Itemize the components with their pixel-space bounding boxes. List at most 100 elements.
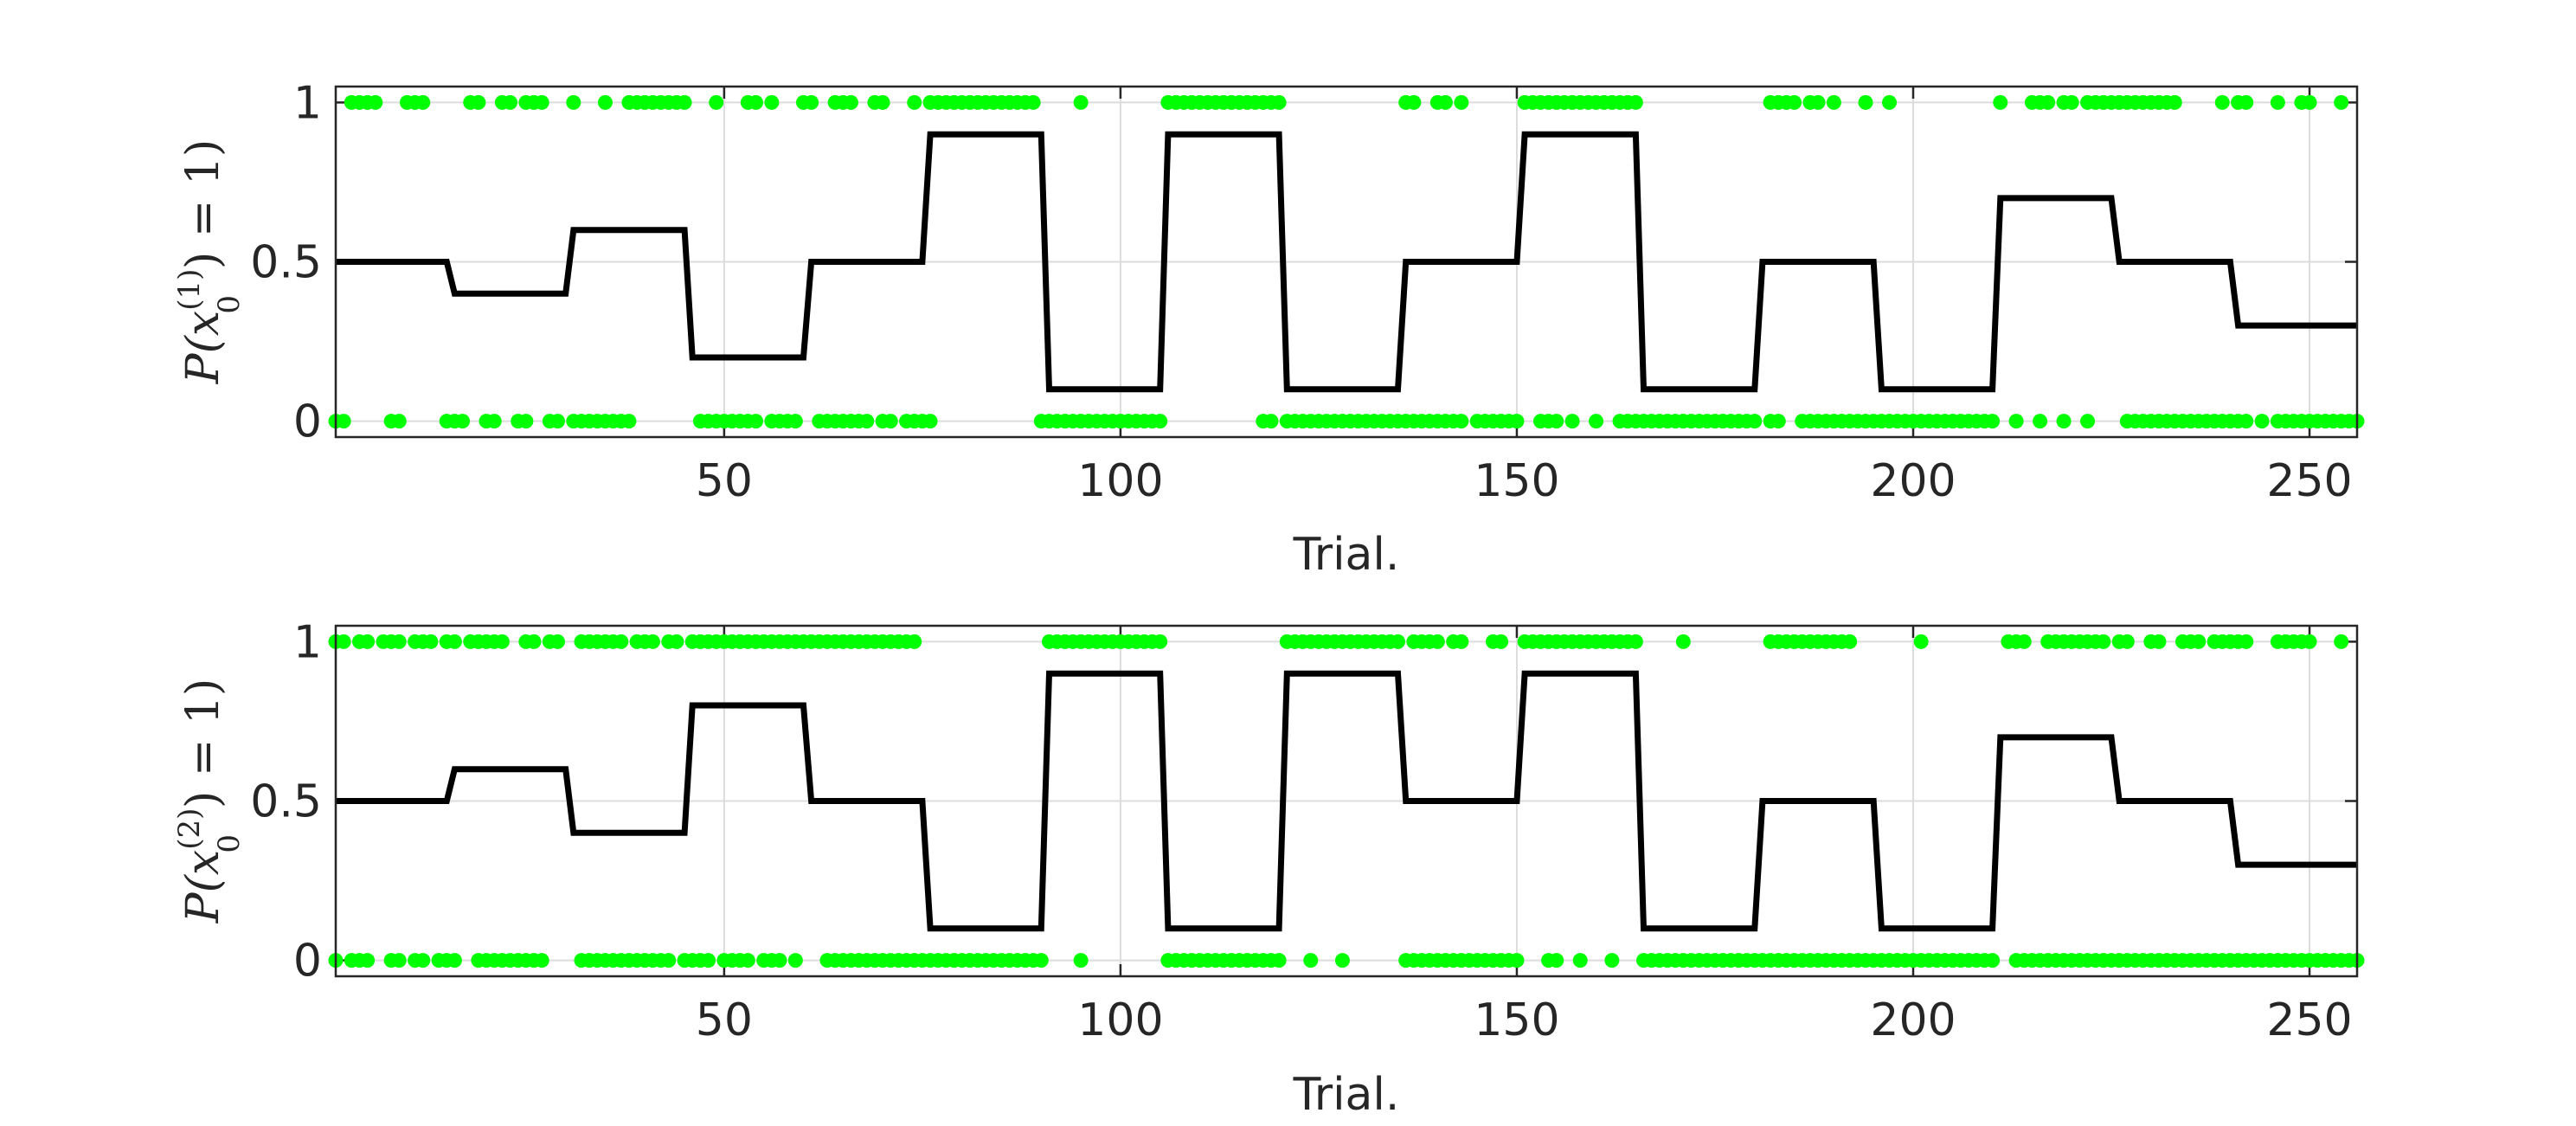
outcome-dot-0 — [2057, 414, 2072, 428]
outcome-dot-0 — [2255, 414, 2270, 428]
outcome-dot-1 — [360, 634, 375, 649]
panel-2-ylabel-suffix: ) = 1) — [177, 679, 229, 808]
outcome-dot-0 — [883, 414, 898, 428]
outcome-dot-1 — [876, 95, 890, 110]
panel-1-y-axis-label: P(x(1) 0) = 1) — [172, 139, 247, 385]
outcome-dot-0 — [1549, 414, 1564, 428]
outcome-dot-1 — [1787, 95, 1802, 110]
outcome-dot-0 — [1454, 414, 1468, 428]
outcome-dot-0 — [1303, 953, 1318, 968]
outcome-dot-0 — [701, 953, 716, 968]
outcome-dot-0 — [1549, 953, 1564, 968]
panel-2-x-tick-labels: 50 100 150 200 250 — [696, 994, 2353, 1046]
outcome-dot-1 — [613, 634, 628, 649]
outcome-dot-1 — [2271, 95, 2285, 110]
outcome-dot-0 — [1509, 414, 1524, 428]
outcome-dot-1 — [1272, 95, 1287, 110]
outcome-dot-1 — [2191, 634, 2206, 649]
panel-1-ylabel-suffix: ) = 1) — [177, 139, 229, 269]
outcome-dot-1 — [423, 634, 438, 649]
x-tick-label: 50 — [696, 994, 753, 1046]
outcome-dot-1 — [566, 95, 581, 110]
outcome-dot-1 — [527, 634, 542, 649]
outcome-dot-0 — [859, 414, 874, 428]
outcome-dot-1 — [471, 95, 485, 110]
outcome-dot-1 — [1882, 95, 1897, 110]
outcome-dot-1 — [1859, 95, 1873, 110]
outcome-dot-0 — [392, 953, 407, 968]
outcome-dot-0 — [1565, 414, 1580, 428]
x-tick-label: 250 — [2266, 455, 2352, 507]
outcome-dot-1 — [2303, 634, 2317, 649]
outcome-dot-0 — [360, 953, 375, 968]
outcome-dot-1 — [1842, 634, 1857, 649]
outcome-dot-0 — [741, 953, 755, 968]
outcome-dot-1 — [844, 95, 858, 110]
x-tick-label: 150 — [1474, 455, 1559, 507]
outcome-dot-0 — [447, 953, 462, 968]
outcome-dot-0 — [1153, 414, 1167, 428]
outcome-dot-0 — [1034, 953, 1049, 968]
outcome-dot-0 — [455, 414, 470, 428]
outcome-dot-1 — [804, 95, 819, 110]
outcome-dot-1 — [2239, 95, 2253, 110]
outcome-dot-0 — [2239, 414, 2253, 428]
outcome-dot-1 — [1406, 95, 1421, 110]
outcome-dot-1 — [907, 95, 922, 110]
outcome-dot-0 — [773, 953, 787, 968]
outcome-dot-1 — [748, 95, 763, 110]
outcome-dot-1 — [1074, 95, 1089, 110]
outcome-dot-1 — [550, 634, 565, 649]
outcome-dot-1 — [598, 95, 613, 110]
outcome-dot-1 — [1676, 634, 1691, 649]
outcome-dot-0 — [621, 414, 636, 428]
outcome-dot-0 — [1771, 414, 1786, 428]
outcome-dot-1 — [1438, 95, 1453, 110]
outcome-dot-1 — [2065, 95, 2079, 110]
outcome-dot-0 — [1573, 953, 1588, 968]
outcome-dot-1 — [1454, 95, 1468, 110]
panel-2-y-tick-labels: 00.51 — [250, 616, 322, 987]
x-tick-label: 50 — [696, 455, 753, 507]
panel-2-x-axis-label: Trial. — [1293, 1069, 1400, 1121]
outcome-dot-1 — [337, 634, 351, 649]
x-tick-label: 150 — [1474, 994, 1559, 1046]
outcome-dot-0 — [392, 414, 407, 428]
outcome-dot-0 — [1747, 414, 1762, 428]
outcome-dot-0 — [1985, 414, 2000, 428]
outcome-dot-1 — [2096, 634, 2110, 649]
outcome-dot-1 — [447, 634, 462, 649]
outcome-dot-1 — [1827, 95, 1841, 110]
outcome-dot-0 — [1272, 953, 1287, 968]
panel-2-ylabel-main: P(x — [177, 850, 229, 924]
outcome-dot-1 — [2040, 95, 2055, 110]
x-tick-label: 200 — [1870, 994, 1956, 1046]
outcome-dot-0 — [923, 414, 938, 428]
outcome-dot-0 — [1074, 953, 1089, 968]
outcome-dot-1 — [2239, 634, 2253, 649]
outcome-dot-1 — [764, 95, 779, 110]
outcome-dot-0 — [748, 414, 763, 428]
outcome-dot-1 — [2334, 95, 2348, 110]
x-tick-label: 100 — [1077, 455, 1163, 507]
panel-1-x-axis-label: Trial. — [1293, 529, 1400, 581]
outcome-dot-1 — [415, 95, 430, 110]
outcome-dot-0 — [1604, 953, 1619, 968]
outcome-dot-1 — [907, 634, 922, 649]
panel-1-y-tick-labels: 00.51 — [250, 77, 322, 447]
outcome-dot-0 — [788, 953, 803, 968]
outcome-dot-1 — [709, 95, 723, 110]
outcome-dot-1 — [503, 95, 517, 110]
outcome-dot-1 — [2215, 95, 2230, 110]
outcome-dot-1 — [1494, 634, 1508, 649]
outcome-dot-0 — [1509, 953, 1524, 968]
panel-2-y-axis-label: P(x(2) 0) = 1) — [172, 679, 247, 924]
outcome-dot-0 — [337, 414, 351, 428]
outcome-dot-1 — [1993, 95, 2007, 110]
y-tick-label: 1 — [293, 616, 322, 668]
outcome-dot-1 — [1391, 634, 1405, 649]
outcome-dot-0 — [2033, 414, 2047, 428]
outcome-dot-1 — [1454, 634, 1468, 649]
outcome-dot-1 — [495, 634, 510, 649]
